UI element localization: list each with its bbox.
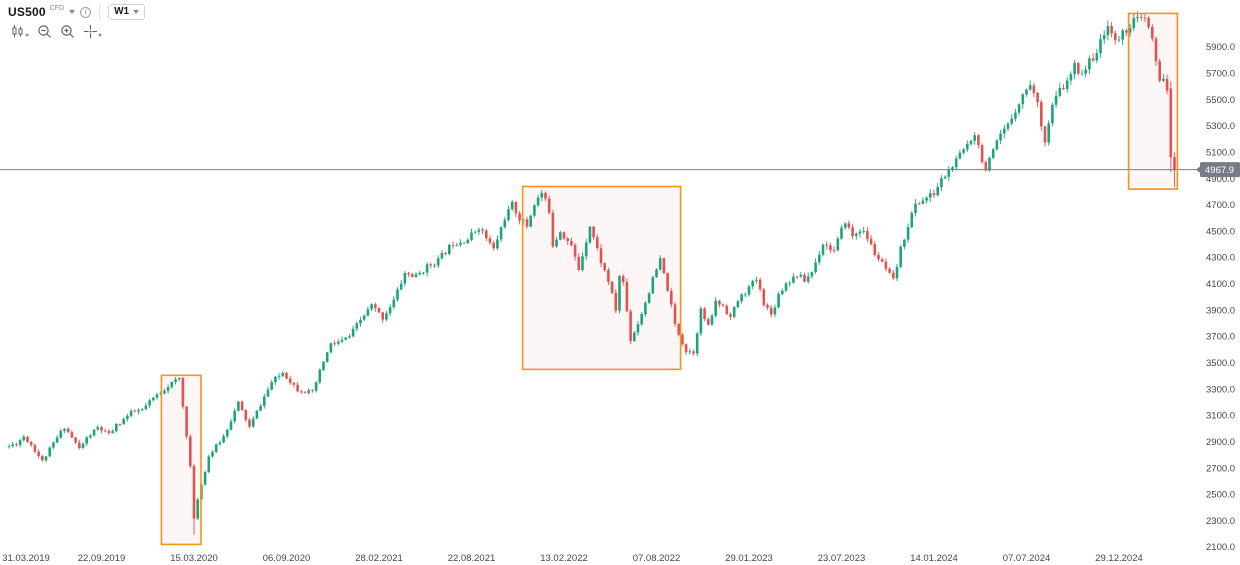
toolbar-divider (99, 5, 101, 19)
time-axis-label: 23.07.2023 (818, 553, 866, 564)
symbol-name[interactable]: US500 (8, 5, 46, 19)
highlight-box[interactable] (1127, 12, 1179, 190)
highlight-box[interactable] (160, 374, 202, 546)
time-axis-label: 07.07.2024 (1003, 553, 1051, 564)
zoom-out-button[interactable] (37, 24, 52, 39)
time-axis-label: 15.03.2020 (170, 553, 218, 564)
time-axis-label: 28.02.2021 (355, 553, 403, 564)
price-axis-label: 3500.0 (1206, 358, 1235, 369)
time-axis-label: 22.09.2019 (78, 553, 126, 564)
time-axis-label: 14.01.2024 (910, 553, 958, 564)
price-axis-label: 4100.0 (1206, 279, 1235, 290)
price-axis-label: 2500.0 (1206, 490, 1235, 501)
time-axis-label: 29.01.2023 (725, 553, 773, 564)
price-axis-label: 2700.0 (1206, 463, 1235, 474)
highlight-box-fill (1128, 13, 1178, 190)
price-axis-label: 4900.0 (1206, 174, 1235, 185)
cursor-type-caret-icon (98, 34, 102, 37)
time-axis-label: 31.03.2019 (2, 553, 50, 564)
chart-type-caret-icon (25, 34, 29, 37)
zoom-in-icon (61, 25, 74, 38)
crosshair-icon (84, 25, 97, 38)
time-axis-label: 06.09.2020 (263, 553, 311, 564)
timeframe-label: W1 (114, 6, 130, 17)
timeframe-selector[interactable]: W1 (108, 4, 146, 20)
timeframe-caret-icon (133, 9, 140, 14)
price-axis-label: 5100.0 (1206, 148, 1235, 159)
time-axis-label: 13.02.2022 (540, 553, 588, 564)
symbol-dropdown-caret-icon[interactable] (69, 10, 76, 14)
zoom-out-icon (38, 25, 51, 38)
price-axis-label: 4300.0 (1206, 253, 1235, 264)
candlestick-chart-type-button[interactable] (10, 24, 29, 39)
chart-toolbar (10, 24, 102, 39)
symbol-bar: US500 CFD i W1 (8, 4, 146, 20)
price-axis-label: 2900.0 (1206, 437, 1235, 448)
time-axis-label: 07.08.2022 (633, 553, 681, 564)
price-axis-label: 3300.0 (1206, 384, 1235, 395)
price-axis-label: 5700.0 (1206, 69, 1235, 80)
price-axis-label: 3700.0 (1206, 332, 1235, 343)
price-axis-label: 3900.0 (1206, 305, 1235, 316)
zoom-in-button[interactable] (60, 24, 75, 39)
info-icon[interactable]: i (80, 6, 92, 18)
price-axis-label: 5300.0 (1206, 121, 1235, 132)
price-axis-label: 2300.0 (1206, 516, 1235, 527)
current-price-tag: 4967.9 (1196, 162, 1240, 178)
candlestick-chart-icon (12, 25, 23, 38)
time-axis-label: 22.08.2021 (448, 553, 496, 564)
highlight-box-fill (522, 186, 681, 370)
highlight-box[interactable] (521, 185, 682, 371)
price-axis-label: 5500.0 (1206, 95, 1235, 106)
price-axis-label: 5900.0 (1206, 42, 1235, 53)
price-axis-label: 2100.0 (1206, 542, 1235, 553)
price-axis-label: 3100.0 (1206, 411, 1235, 422)
crosshair-cursor-button[interactable] (83, 24, 102, 39)
instrument-type-badge: CFD (49, 5, 65, 12)
time-axis[interactable]: 31.03.2019 22.09.2019 15.03.2020 06.09.2020… (2, 553, 1143, 564)
price-axis[interactable]: 5900.0 5700.0 5500.0 5300.0 5100.0 4900.0 4700… (1206, 42, 1235, 553)
price-axis-label: 4700.0 (1206, 200, 1235, 211)
highlight-box-fill (161, 375, 201, 545)
current-price-label: 4967.9 (1205, 165, 1234, 176)
time-axis-label: 29.12.2024 (1095, 553, 1143, 564)
price-axis-label: 4500.0 (1206, 226, 1235, 237)
